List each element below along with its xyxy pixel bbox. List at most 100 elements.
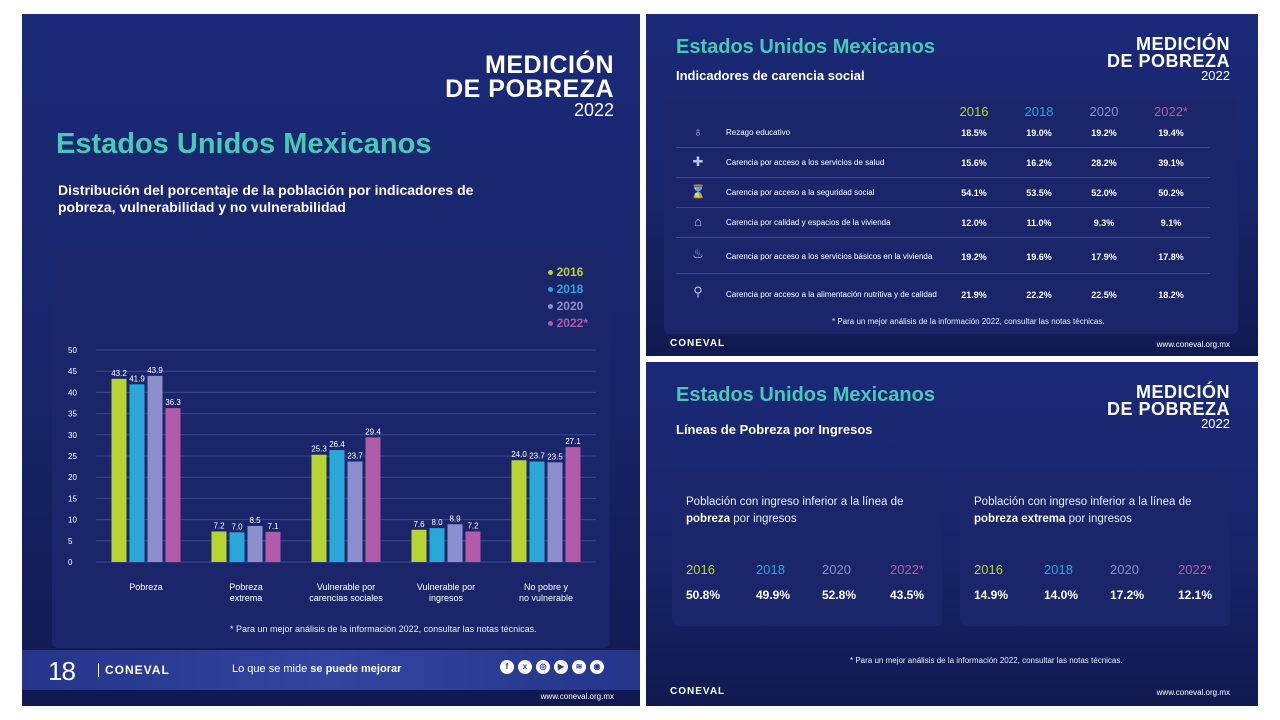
bar <box>347 461 363 562</box>
data-label: 25.3 <box>311 445 327 454</box>
income-poverty-panel: Estados Unidos Mexicanos Líneas de Pobre… <box>646 362 1258 706</box>
year-label: 2022* <box>890 562 924 577</box>
bar <box>565 447 581 562</box>
data-label: 8.5 <box>249 516 261 525</box>
card-description: Población con ingreso inferior a la líne… <box>974 496 1192 525</box>
bar <box>465 531 481 562</box>
data-label: 8.0 <box>431 518 443 527</box>
bar <box>447 524 463 562</box>
data-label: 43.2 <box>111 369 127 378</box>
column-header-2018: 2018 <box>1024 104 1054 119</box>
legend-item-2018: 2018 <box>547 281 588 298</box>
table-row: ♨ Carencia por acceso a los servicios bá… <box>676 240 1210 274</box>
x-category-label: No pobre y no vulnerable <box>519 582 573 603</box>
facebook-icon[interactable]: f <box>500 660 514 674</box>
value-label: 43.5% <box>890 588 925 602</box>
bar-chart: 0 5 10 15 20 25 30 35 40 45 50 43.241.943.9 36.3 Pobr… <box>68 346 596 603</box>
bar <box>265 531 281 562</box>
year-label: 2022* <box>1178 562 1212 577</box>
bar <box>365 437 381 562</box>
bar <box>229 532 245 562</box>
website-link[interactable]: www.coneval.org.mx <box>1156 688 1230 697</box>
year-label: 2016 <box>974 562 1003 577</box>
value-label: 14.9% <box>974 588 1009 602</box>
bar <box>311 454 327 562</box>
y-tick-label: 10 <box>68 516 77 525</box>
data-label: 7.6 <box>413 520 425 529</box>
coneval-logo: CONEVAL <box>670 686 726 697</box>
data-label: 23.7 <box>347 452 363 461</box>
medicion-logo: MEDICIÓN DE POBREZA 2022 <box>1106 382 1230 432</box>
table-row: ♁ Rezago educativo 18.5% 19.0% 19.2% 19.… <box>676 118 1210 148</box>
spotify-icon[interactable]: ≋ <box>572 660 586 674</box>
podcast-icon[interactable]: ◉ <box>590 660 604 674</box>
panel-subtitle: Indicadores de carencia social <box>676 68 865 83</box>
housing-icon: ⌂ <box>694 214 702 229</box>
website-link[interactable]: www.coneval.org.mx <box>1156 340 1230 349</box>
bar <box>529 461 545 562</box>
panel-title: Estados Unidos Mexicanos <box>676 384 935 406</box>
bar <box>329 450 345 562</box>
x-category-label: Pobreza <box>129 582 163 592</box>
health-icon: ✚ <box>692 154 704 169</box>
table-row: ⌛ Carencia por acceso a la seguridad soc… <box>676 178 1210 208</box>
y-tick-label: 15 <box>68 494 77 503</box>
value-label: 50.8% <box>686 588 721 602</box>
page-title: Estados Unidos Mexicanos <box>56 128 432 160</box>
data-label: 8.9 <box>449 514 461 523</box>
bar <box>129 384 145 562</box>
footnote: * Para un mejor análisis de la informaci… <box>850 656 1123 665</box>
bar <box>247 525 263 562</box>
data-label: 7.1 <box>267 522 279 531</box>
column-header-2016: 2016 <box>959 104 989 119</box>
extreme-poverty-line-card: Población con ingreso inferior a la líne… <box>960 474 1230 626</box>
social-links: f x ◎ ▶ ≋ ◉ <box>500 660 604 674</box>
chart-legend: 2016 2018 2020 2022* <box>547 264 588 332</box>
panel-subtitle: Líneas de Pobreza por Ingresos <box>676 422 873 437</box>
y-tick-label: 40 <box>68 388 77 397</box>
anniversary-logo: 18 <box>48 656 76 686</box>
x-category-label: Vulnerable por carencias sociales <box>309 582 383 603</box>
panel-title: Estados Unidos Mexicanos <box>676 36 935 58</box>
data-label: 41.9 <box>129 374 145 383</box>
year-label: 2018 <box>1044 562 1073 577</box>
footnote: * Para un mejor análisis de la informaci… <box>230 624 537 634</box>
youtube-icon[interactable]: ▶ <box>554 660 568 674</box>
legend-item-2022: 2022* <box>547 315 588 332</box>
table-row: ⌂ Carencia por calidad y espacios de la … <box>676 208 1210 238</box>
column-header-2022: 2022* <box>1154 104 1188 119</box>
bar <box>429 528 445 562</box>
instagram-icon[interactable]: ◎ <box>536 660 550 674</box>
twitter-icon[interactable]: x <box>518 660 532 674</box>
data-label: 29.4 <box>365 427 381 436</box>
year-label: 2020 <box>1110 562 1139 577</box>
table-row: ⚲ Carencia por acceso a la alimentación … <box>676 278 1210 312</box>
footnote: * Para un mejor análisis de la informaci… <box>832 317 1105 326</box>
data-label: 36.3 <box>165 398 181 407</box>
poverty-line-card: Población con ingreso inferior a la líne… <box>672 474 942 626</box>
slogan: Lo que se mide se puede mejorar <box>232 663 402 675</box>
value-label: 52.8% <box>822 588 857 602</box>
footer-bar: 18 CONEVAL Lo que se mide se puede mejor… <box>22 650 640 690</box>
x-category-label: Vulnerable por ingresos <box>417 582 475 603</box>
x-category-label: Pobreza extrema <box>229 582 263 603</box>
year-label: 2018 <box>756 562 785 577</box>
social-security-icon: ⌛ <box>690 184 707 199</box>
chart-container: 0 5 10 15 20 25 30 35 40 45 50 43.2 41.9 43.9 36.3 Pobr… <box>52 250 610 648</box>
bar <box>547 462 563 562</box>
bar <box>147 375 163 562</box>
graduation-icon: ♁ <box>693 124 703 139</box>
medicion-logo: MEDICIÓN DE POBREZA 2022 <box>1106 34 1230 84</box>
data-label: 7.0 <box>231 522 243 531</box>
left-panel: MEDICIÓN DE POBREZA 2022 Estados Unidos … <box>22 14 640 706</box>
value-label: 12.1% <box>1178 588 1213 602</box>
table-container <box>664 98 1238 334</box>
y-tick-label: 30 <box>68 431 77 440</box>
legend-item-2020: 2020 <box>547 298 588 315</box>
basic-services-icon: ♨ <box>692 246 704 261</box>
coneval-logo: CONEVAL <box>98 663 170 677</box>
data-label: 7.2 <box>213 521 225 530</box>
food-icon: ⚲ <box>693 284 703 299</box>
website-link[interactable]: www.coneval.org.mx <box>540 692 614 701</box>
bar <box>111 378 127 562</box>
